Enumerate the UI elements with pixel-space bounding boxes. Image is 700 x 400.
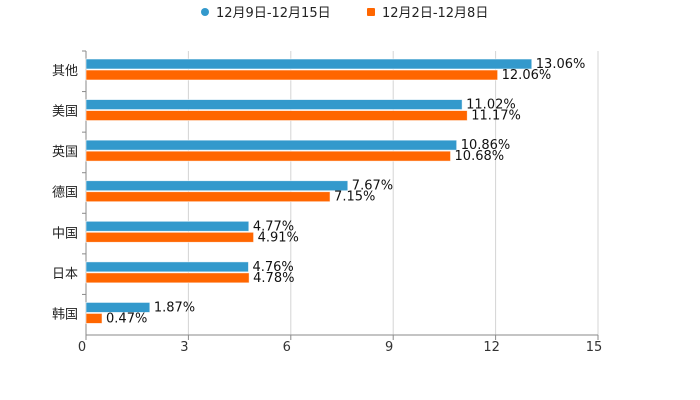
legend: 12月9日-12月15日 12月2日-12月8日 [201,6,488,21]
data-label-series-1: 10.86% [461,138,511,153]
data-label-series-1: 7.67% [352,179,393,194]
x-axis-tick-label: 6 [283,340,291,355]
data-label-series-1: 1.87% [154,300,195,315]
bar-series-1 [85,180,349,192]
bars [85,58,533,324]
data-label-series-1: 11.02% [466,98,516,113]
category-label: 德国 [52,186,78,201]
data-label-series-1: 4.76% [252,260,293,275]
bar-series-2 [85,231,254,243]
data-label-series-2: 0.47% [106,311,147,326]
data-label-series-2: 12.06% [502,68,552,83]
bar-series-1 [85,302,151,313]
bar-series-2 [85,313,103,324]
bar-series-1 [85,139,458,151]
legend-label-series-1: 12月9日-12月15日 [216,6,331,21]
data-label-series-1: 13.06% [536,57,586,72]
x-axis-tick-label: 15 [586,340,603,355]
data-label-series-2: 7.15% [334,190,375,205]
category-label: 英国 [52,145,78,160]
data-label-series-2: 11.17% [471,109,521,124]
bar-series-2 [85,272,250,284]
data-labels: 13.06%12.06% 11.02%11.17% 10.86%10.68% 7.67… [106,57,585,326]
bar-series-2 [85,191,331,203]
x-axis-tick-label: 0 [78,340,86,355]
bar-series-2 [85,69,499,81]
data-label-series-2: 10.68% [455,149,505,164]
data-label-series-1: 4.77% [253,219,294,234]
bar-series-2 [85,150,451,162]
category-label: 其他 [52,64,78,79]
x-axis-tick-label: 12 [483,340,500,355]
bar-series-1 [85,99,463,110]
bar-series-1 [85,220,250,232]
legend-label-series-2: 12月2日-12月8日 [382,6,488,21]
x-axis-ticks: 0 3 6 9 12 15 [78,335,602,355]
category-label: 中国 [52,226,78,241]
bar-series-1 [85,261,249,273]
category-label: 韩国 [52,307,78,322]
legend-marker-series-1 [201,8,209,16]
bar-series-1 [85,58,533,70]
legend-marker-series-2 [367,8,375,16]
x-axis-tick-label: 9 [385,340,393,355]
bar-series-2 [85,110,468,121]
data-label-series-2: 4.78% [253,271,294,286]
x-axis-tick-label: 3 [180,340,188,355]
category-label: 日本 [52,267,78,282]
data-label-series-2: 4.91% [258,230,299,245]
category-label: 美国 [52,105,78,120]
